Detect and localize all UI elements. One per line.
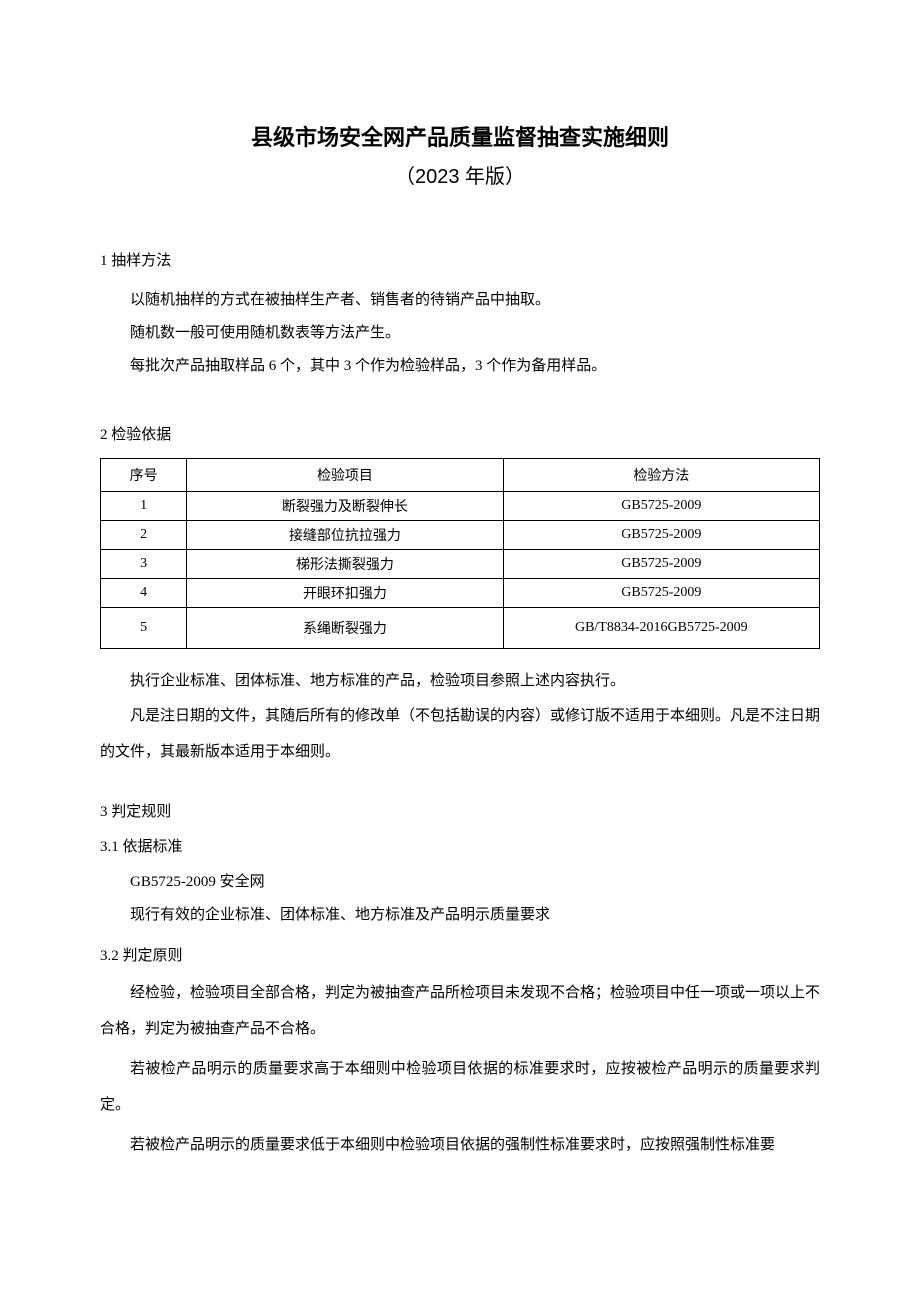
section-1-para-3: 每批次产品抽取样品 6 个，其中 3 个作为检验样品，3 个作为备用样品。 (100, 350, 820, 383)
spacer (100, 770, 820, 790)
section-1-heading: 1 抽样方法 (100, 249, 820, 270)
table-row: 3 梯形法撕裂强力 GB5725-2009 (101, 550, 820, 579)
document-title-block: 县级市场安全网产品质量监督抽查实施细则 （2023 年版） (100, 120, 820, 189)
document-title: 县级市场安全网产品质量监督抽查实施细则 (100, 120, 820, 152)
table-header-seq: 序号 (101, 459, 187, 492)
spacer (100, 383, 820, 413)
table-cell-seq: 4 (101, 579, 187, 608)
section-3-2-para-3: 若被检产品明示的质量要求低于本细则中检验项目依据的强制性标准要求时，应按照强制性… (100, 1127, 820, 1163)
table-cell-method: GB5725-2009 (503, 579, 819, 608)
section-3-1-heading: 3.1 依据标准 (100, 835, 820, 856)
section-2-para-1: 执行企业标准、团体标准、地方标准的产品，检验项目参照上述内容执行。 (100, 665, 820, 698)
table-cell-method: GB/T8834-2016GB5725-2009 (503, 608, 819, 649)
section-3-1-para-1: GB5725-2009 安全网 (100, 866, 820, 899)
table-cell-method: GB5725-2009 (503, 492, 819, 521)
table-header-row: 序号 检验项目 检验方法 (101, 459, 820, 492)
section-2: 2 检验依据 序号 检验项目 检验方法 1 断裂强力及断裂伸长 GB5725-2… (100, 423, 820, 770)
table-cell-method: GB5725-2009 (503, 521, 819, 550)
table-row: 5 系绳断裂强力 GB/T8834-2016GB5725-2009 (101, 608, 820, 649)
table-cell-item: 接缝部位抗拉强力 (187, 521, 503, 550)
section-3-heading: 3 判定规则 (100, 800, 820, 821)
table-cell-seq: 2 (101, 521, 187, 550)
section-3-2-heading: 3.2 判定原则 (100, 944, 820, 965)
table-cell-item: 系绳断裂强力 (187, 608, 503, 649)
document-subtitle: （2023 年版） (100, 160, 820, 189)
section-1-para-1: 以随机抽样的方式在被抽样生产者、销售者的待销产品中抽取。 (100, 284, 820, 317)
table-header-method: 检验方法 (503, 459, 819, 492)
table-row: 1 断裂强力及断裂伸长 GB5725-2009 (101, 492, 820, 521)
section-3-2-para-2: 若被检产品明示的质量要求高于本细则中检验项目依据的标准要求时，应按被检产品明示的… (100, 1051, 820, 1123)
section-1: 1 抽样方法 以随机抽样的方式在被抽样生产者、销售者的待销产品中抽取。 随机数一… (100, 249, 820, 383)
section-2-heading: 2 检验依据 (100, 423, 820, 444)
table-cell-item: 梯形法撕裂强力 (187, 550, 503, 579)
section-3-1-para-2: 现行有效的企业标准、团体标准、地方标准及产品明示质量要求 (100, 899, 820, 932)
section-3: 3 判定规则 3.1 依据标准 GB5725-2009 安全网 现行有效的企业标… (100, 800, 820, 1163)
table-row: 2 接缝部位抗拉强力 GB5725-2009 (101, 521, 820, 550)
table-cell-method: GB5725-2009 (503, 550, 819, 579)
table-header-item: 检验项目 (187, 459, 503, 492)
table-cell-item: 开眼环扣强力 (187, 579, 503, 608)
table-cell-seq: 3 (101, 550, 187, 579)
section-2-para-2: 凡是注日期的文件，其随后所有的修改单（不包括勘误的内容）或修订版不适用于本细则。… (100, 698, 820, 770)
table-cell-item: 断裂强力及断裂伸长 (187, 492, 503, 521)
section-3-2-para-1: 经检验，检验项目全部合格，判定为被抽查产品所检项目未发现不合格；检验项目中任一项… (100, 975, 820, 1047)
inspection-table: 序号 检验项目 检验方法 1 断裂强力及断裂伸长 GB5725-2009 2 接… (100, 458, 820, 649)
table-row: 4 开眼环扣强力 GB5725-2009 (101, 579, 820, 608)
table-cell-seq: 5 (101, 608, 187, 649)
section-1-para-2: 随机数一般可使用随机数表等方法产生。 (100, 317, 820, 350)
table-cell-seq: 1 (101, 492, 187, 521)
